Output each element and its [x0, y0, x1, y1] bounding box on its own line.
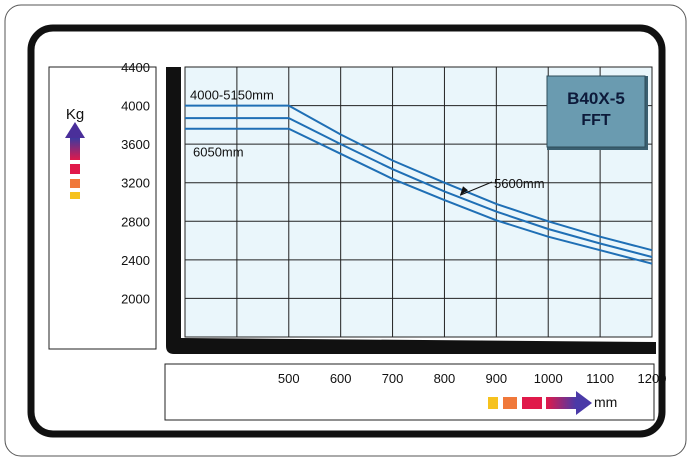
y-axis-arrow-icon [65, 122, 85, 199]
x-axis-arrow-icon [488, 391, 592, 415]
x-tick-label: 800 [434, 371, 456, 386]
x-tick-label: 1200 [638, 371, 667, 386]
y-tick-label: 3200 [121, 176, 150, 191]
y-axis-panel [48, 66, 157, 350]
y-axis-label: Kg [66, 106, 84, 123]
series-label: 6050mm [193, 145, 244, 160]
badge-variant: FFT [581, 112, 611, 129]
annotation-leader-line [459, 181, 493, 196]
x-axis-label: mm [594, 394, 617, 410]
y-tick-label: 3600 [121, 137, 150, 152]
y-tick-label: 4000 [121, 99, 150, 114]
series-label: 5600mm [494, 176, 545, 191]
y-tick-label: 4400 [121, 60, 150, 75]
annotation-arrowhead [460, 186, 469, 196]
y-tick-label: 2000 [121, 291, 150, 306]
x-tick-label: 700 [382, 371, 404, 386]
x-tick-label: 500 [278, 371, 300, 386]
badge-model: B40X-5 [567, 89, 625, 108]
x-tick-label: 1000 [534, 371, 563, 386]
series-line [185, 117, 653, 258]
x-tick-label: 900 [485, 371, 507, 386]
series-line [185, 104, 653, 252]
series-label: 4000-5150mm [190, 88, 274, 103]
x-axis-panel [164, 363, 655, 421]
model-badge: B40X-5 FFT [546, 75, 648, 150]
x-tick-label: 600 [330, 371, 352, 386]
x-tick-label: 1100 [586, 371, 614, 386]
y-tick-label: 2800 [121, 214, 150, 229]
y-tick-label: 2400 [121, 253, 150, 268]
series-line [185, 127, 653, 265]
